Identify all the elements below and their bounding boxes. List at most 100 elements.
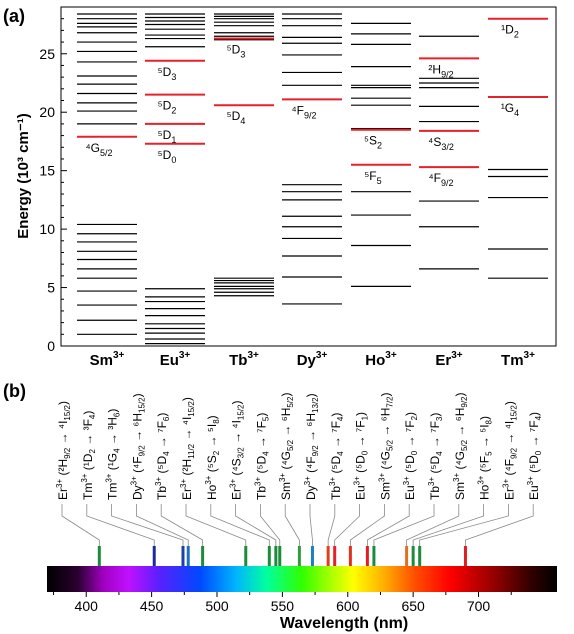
transition-label: Tb3+ (⁵D4 → ⁷F5) [253, 413, 270, 500]
emitting-level-label: ⁵D1 [158, 128, 177, 145]
transition-connector [465, 504, 534, 546]
emission-line [186, 546, 190, 566]
transition-connector [334, 504, 361, 546]
transition-label: Tm3+ (¹G4 → ³H6) [105, 409, 122, 500]
transition-connector [210, 504, 270, 546]
ion-label: Sm3+ [90, 350, 125, 369]
transition-label: Eu3+ (⁵D0 → ⁷F4) [526, 412, 543, 500]
ion-label: Ho3+ [365, 350, 397, 369]
emission-line [326, 546, 330, 566]
ion-label: Tb3+ [229, 350, 259, 369]
emission-line [411, 546, 415, 566]
emission-line [97, 546, 101, 566]
emission-line [348, 546, 352, 566]
emission-line [372, 546, 376, 566]
transition-label: Sm3+ (⁴G5/2 → ⁶H7/2) [377, 393, 394, 501]
emission-line [297, 546, 301, 566]
emitting-level-label: ⁵D2 [158, 99, 177, 116]
transition-connector [406, 504, 460, 546]
ion-label: Dy3+ [297, 350, 328, 369]
transition-connector [160, 504, 204, 546]
energy-level-panel: (a) 0 5 10 15 20 25 Energy (10³ cm⁻¹) ⁴G5/2 ⁵D… [3, 6, 557, 369]
emission-line [310, 546, 314, 566]
emitting-level-label: ⁵F5 [364, 169, 381, 186]
transition-connector [366, 504, 410, 546]
wavelength-tick-label: 550 [271, 598, 295, 614]
transition-label: Eu3+ (⁵D0 → ⁷F1) [353, 412, 370, 500]
wavelength-axis: 400 450 500 550 600 650 700 [53, 592, 512, 614]
ion-label: Eu3+ [160, 350, 191, 369]
transition-connector [135, 504, 189, 546]
emitting-level-label: ⁵D3 [227, 43, 246, 60]
transition-connector [327, 504, 336, 546]
transition-connector [86, 504, 155, 546]
transition-connector [111, 504, 184, 546]
transition-connector [61, 504, 100, 546]
emitting-level-label: ⁴S3/2 [428, 135, 454, 152]
transition-labels: Er3+ (²H9/2 → ⁴I15/2) Tm3+ (¹D2 → ³F4) Tm3… [55, 393, 543, 501]
energy-levels: ⁴G5/2 ⁵D0 ⁵D1 ⁵D2 ⁵D3 ⁵D4 ⁵D3 ⁴F9/2 ⁵F5 ⁵S2 ⁴F9/2 ⁴… [77, 13, 548, 345]
transition-label: Ho3+ (⁵F5 → ⁵I8) [477, 416, 494, 500]
transition-connector [419, 504, 509, 546]
energy-tick-label: 5 [47, 280, 55, 296]
emission-line [201, 546, 205, 566]
visible-spectrum-bar [47, 566, 557, 592]
energy-tick-label: 15 [39, 163, 55, 179]
energy-tick-label: 0 [47, 338, 55, 354]
wavelength-tick-label: 700 [467, 598, 491, 614]
transition-label: Er3+ (²H11/2 → ⁴I15/2) [179, 397, 196, 500]
emission-line [274, 546, 278, 566]
wavelength-axis-label: Wavelength (nm) [280, 615, 408, 632]
transition-label: Tb3+ (⁵D4 → ⁷F3) [427, 413, 444, 500]
transition-connectors [61, 504, 534, 546]
emitting-level-label: ⁴G5/2 [85, 141, 112, 158]
transition-label: Tm3+ (¹D2 → ³F4) [80, 411, 97, 500]
energy-y-axis: 0 5 10 15 20 25 [39, 6, 67, 354]
emitting-level-label: ⁴F9/2 [428, 171, 453, 188]
transition-label: Eu3+ (⁵D0 → ⁷F2) [402, 412, 419, 500]
emitting-level-label: ⁴F9/2 [291, 103, 316, 120]
emission-line [365, 546, 369, 566]
transition-connector [412, 504, 485, 546]
transition-connector [284, 504, 300, 546]
emitting-level-label: ²H9/2 [428, 62, 453, 79]
transition-label: Er3+ (⁴F9/2 → ⁴I15/2) [501, 401, 518, 500]
transition-connector [373, 504, 435, 546]
emitting-level-label: ⁵D0 [158, 148, 177, 165]
wavelength-tick-label: 500 [205, 598, 229, 614]
emitting-level-label: ¹G4 [501, 101, 519, 118]
emission-lines [97, 546, 467, 566]
transition-label: Sm3+ (⁴G5/2 → ⁶H5/2) [278, 393, 295, 501]
emission-panel: (b) Er3+ (²H9/2 → ⁴I15/2) Tm3+ (¹D2 → ³F4… [3, 381, 557, 632]
wavelength-tick-label: 400 [75, 598, 99, 614]
ion-labels: Sm3+ Eu3+ Tb3+ Dy3+ Ho3+ Er3+ Tm3+ [90, 350, 535, 369]
emission-line [181, 546, 185, 566]
transition-label: Er3+ (⁴S3/2 → ⁴I15/2) [229, 400, 246, 500]
transition-label: Dy3+ (⁴F9/2 → ⁶H13/2) [303, 393, 320, 500]
transition-connector [259, 504, 281, 546]
transition-label: Dy3+ (⁴F9/2 → ⁶H15/2) [129, 393, 146, 500]
emission-line [333, 546, 337, 566]
emission-line [244, 546, 248, 566]
emitting-level-label: ⁵D4 [227, 109, 246, 126]
energy-axis-label: Energy (10³ cm⁻¹) [15, 113, 32, 238]
transition-connector [349, 504, 385, 546]
emitting-level-label: ¹D2 [501, 23, 519, 40]
transition-label: Sm3+ (⁴G5/2 → ⁶H9/2) [452, 393, 469, 501]
panel-b-label: (b) [3, 381, 26, 401]
transition-connector [309, 504, 313, 546]
transition-connector [185, 504, 247, 546]
energy-tick-label: 10 [39, 221, 55, 237]
wavelength-tick-label: 600 [336, 598, 360, 614]
transition-label: Tb3+ (⁵D4 → ⁷F6) [154, 413, 171, 500]
emission-line [405, 546, 409, 566]
emission-line [418, 546, 422, 566]
ion-label: Er3+ [435, 350, 462, 369]
energy-tick-label: 20 [39, 104, 55, 120]
energy-tick-label: 25 [39, 46, 55, 62]
wavelength-tick-label: 650 [401, 598, 425, 614]
emission-line [267, 546, 271, 566]
emitting-level-label: ⁵S2 [364, 134, 382, 151]
panel-a-label: (a) [3, 6, 25, 26]
